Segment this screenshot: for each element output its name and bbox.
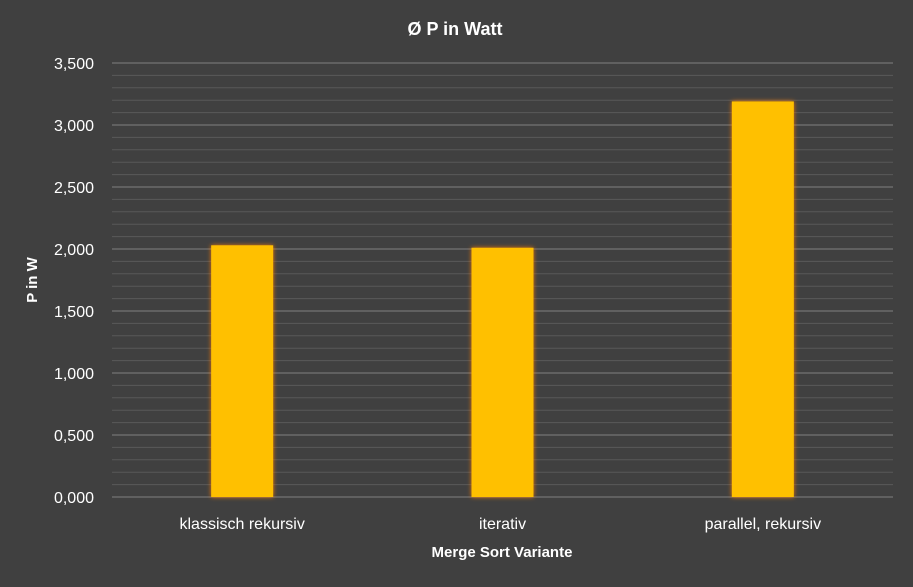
x-tick-label: iterativ [479,516,526,533]
y-tick-label: 2,000 [54,242,94,259]
x-tick-label: klassisch rekursiv [179,516,304,533]
chart-title: Ø P in Watt [407,19,502,39]
tick-labels: 0,000 0,500 1,000 1,500 2,000 2,500 3,000 3,500… [54,56,821,533]
bar [211,245,274,497]
y-axis-title: P in W [24,256,41,302]
bar [731,101,794,497]
y-tick-label: 3,500 [54,56,94,73]
bars [211,101,794,497]
x-axis-title: Merge Sort Variante [432,544,573,561]
y-tick-label: 3,000 [54,118,94,135]
y-tick-label: 1,500 [54,304,94,321]
y-tick-label: 0,500 [54,428,94,445]
y-tick-label: 0,000 [54,490,94,507]
y-tick-label: 2,500 [54,180,94,197]
y-tick-label: 1,000 [54,366,94,383]
bar [471,247,534,497]
x-tick-label: parallel, rekursiv [705,516,821,533]
